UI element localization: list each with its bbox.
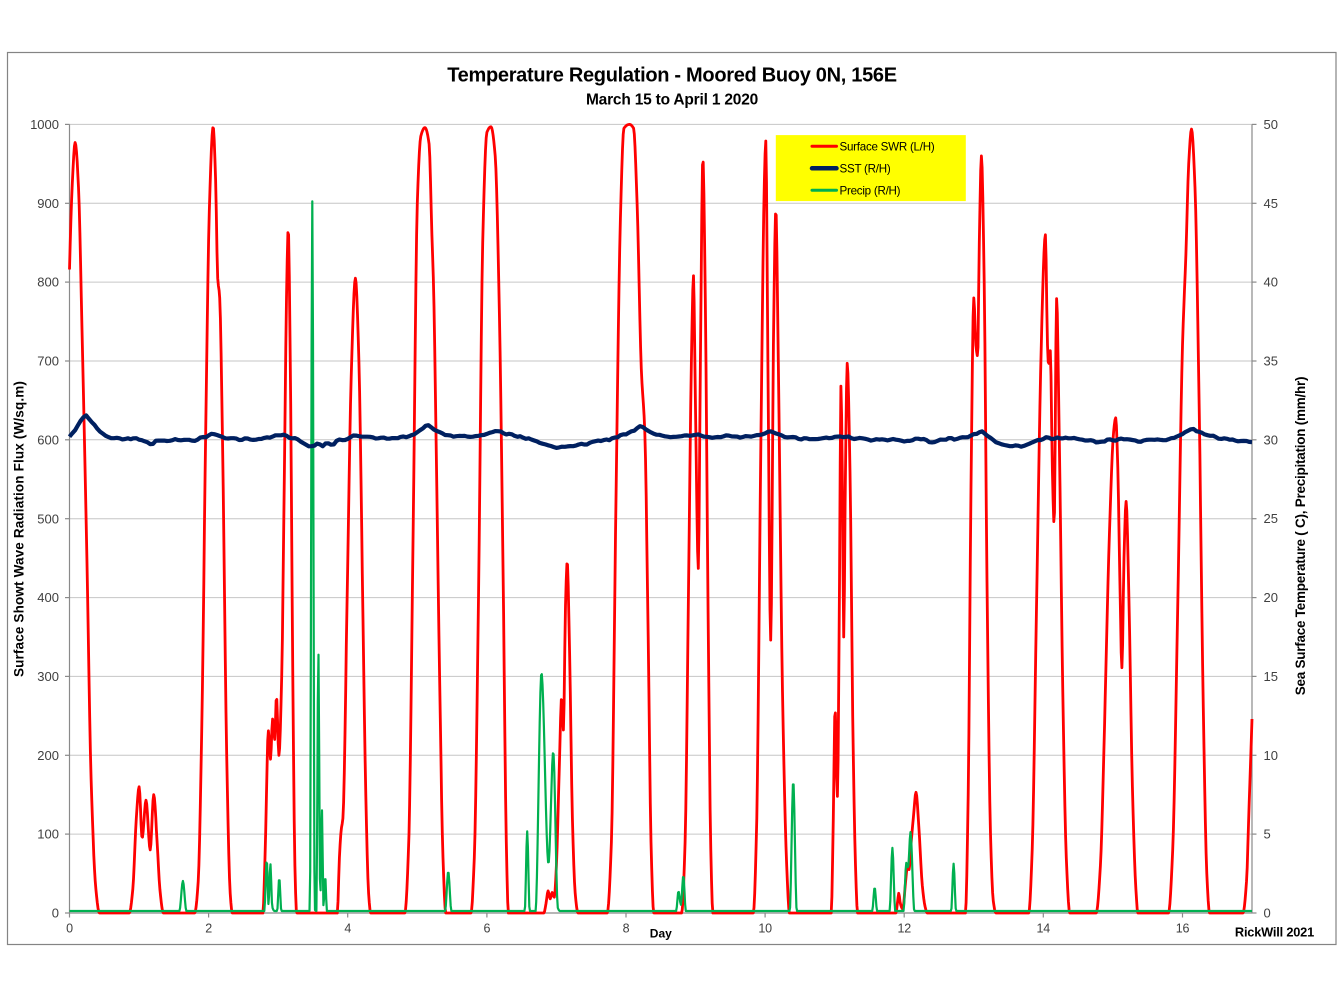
- svg-text:100: 100: [37, 827, 59, 842]
- svg-text:2: 2: [205, 922, 212, 936]
- svg-text:10: 10: [1264, 748, 1278, 763]
- svg-text:20: 20: [1264, 590, 1278, 605]
- svg-text:8: 8: [623, 922, 630, 936]
- svg-text:Day: Day: [650, 926, 672, 940]
- svg-text:5: 5: [1264, 827, 1271, 842]
- svg-text:800: 800: [37, 275, 59, 290]
- svg-text:March 15 to April 1 2020: March 15 to April 1 2020: [586, 92, 758, 109]
- svg-text:SST (R/H): SST (R/H): [840, 163, 891, 176]
- svg-text:400: 400: [37, 590, 59, 605]
- svg-text:15: 15: [1264, 669, 1278, 684]
- svg-text:RickWill 2021: RickWill 2021: [1235, 925, 1314, 940]
- svg-text:40: 40: [1264, 275, 1278, 290]
- svg-text:Temperature Regulation - Moore: Temperature Regulation - Moored Buoy 0N,…: [447, 65, 897, 87]
- svg-text:12: 12: [897, 922, 911, 936]
- svg-text:0: 0: [1264, 906, 1271, 921]
- svg-text:700: 700: [37, 354, 59, 369]
- svg-text:0: 0: [66, 922, 73, 936]
- svg-text:4: 4: [344, 922, 351, 936]
- svg-text:16: 16: [1176, 922, 1190, 936]
- svg-text:35: 35: [1264, 354, 1278, 369]
- svg-text:600: 600: [37, 432, 59, 447]
- svg-text:900: 900: [37, 196, 59, 211]
- svg-text:45: 45: [1264, 196, 1278, 211]
- svg-text:50: 50: [1264, 117, 1278, 132]
- svg-text:10: 10: [758, 922, 772, 936]
- svg-text:0: 0: [52, 906, 59, 921]
- svg-text:Surface SWR (L/H): Surface SWR (L/H): [840, 140, 935, 153]
- svg-text:500: 500: [37, 511, 59, 526]
- svg-text:Precip (R/H): Precip (R/H): [840, 185, 901, 198]
- svg-text:6: 6: [484, 922, 491, 936]
- svg-text:25: 25: [1264, 511, 1278, 526]
- svg-text:200: 200: [37, 748, 59, 763]
- svg-text:1000: 1000: [30, 117, 59, 132]
- svg-text:30: 30: [1264, 432, 1278, 447]
- svg-text:Surface Showt Wave Radiation F: Surface Showt Wave Radiation Flux (W/sq.…: [12, 381, 27, 677]
- svg-text:Sea Surface Temperature ( C),: Sea Surface Temperature ( C), Precipitat…: [1293, 377, 1308, 696]
- svg-text:300: 300: [37, 669, 59, 684]
- svg-text:14: 14: [1037, 922, 1051, 936]
